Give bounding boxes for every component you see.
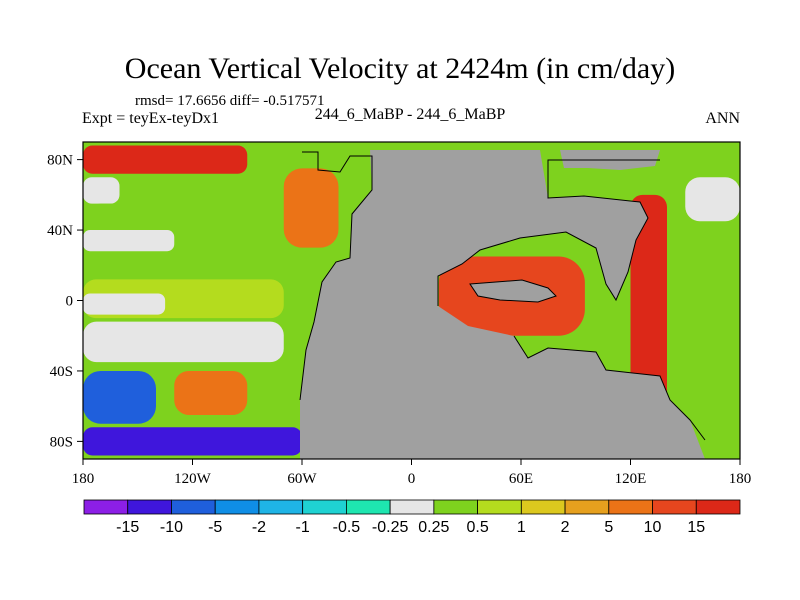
region-north-pacific-white-tongue	[83, 230, 175, 252]
colorbar-label: 15	[687, 519, 705, 536]
x-tick-label: 60W	[287, 471, 317, 487]
colorbar-label: 0.25	[418, 519, 449, 536]
coastline	[299, 151, 706, 441]
colorbar-label: 5	[604, 519, 613, 536]
colorbar-label: 1	[517, 519, 526, 536]
region-southern-ocean-band	[83, 427, 302, 456]
y-tick-label: 0	[66, 294, 74, 310]
axes: 180 120W 60W 0 60E 120E 180 80N 40N 0 40S 80S	[47, 153, 751, 487]
colorbar-label: 0.5	[466, 519, 488, 536]
region-east-boundary-red	[630, 194, 667, 407]
colorbar-label: -10	[160, 519, 183, 536]
colorbar-label: 2	[561, 519, 570, 536]
colorbar-swatch	[520, 499, 566, 515]
stats-label: rmsd= 17.6656 diff= -0.517571	[135, 93, 325, 109]
colorbar-swatch	[345, 499, 391, 515]
x-tick-label: 120W	[174, 471, 212, 487]
contour-regions	[83, 145, 740, 456]
colorbar-label: -1	[296, 519, 310, 536]
land-mass-west	[300, 150, 705, 459]
colorbar-swatch	[564, 499, 610, 515]
y-tick-label: 80N	[47, 153, 73, 169]
colorbar-swatch	[433, 499, 479, 515]
colorbar-swatch	[608, 499, 653, 515]
region-northeast-white	[685, 177, 740, 222]
y-tick-label: 40N	[47, 223, 73, 239]
x-tick-label: 180	[72, 471, 95, 487]
experiment-label: Expt = teyEx-teyDx1	[82, 110, 219, 127]
colorbar-label: -15	[116, 519, 139, 536]
colorbar-swatch	[83, 499, 129, 515]
map-plot-area	[83, 142, 740, 459]
region-south-pacific-white	[83, 321, 284, 363]
colorbar-swatch	[127, 499, 172, 515]
colorbar-label: -5	[208, 519, 222, 536]
x-tick-label: 120E	[615, 471, 647, 487]
region-south-pacific-blue-gyre	[83, 370, 156, 424]
colorbar-swatch	[652, 499, 697, 515]
region-equatorial-white-band	[83, 293, 166, 315]
colorbar: -15 -10 -5 -2 -1 -0.5 -0.25 0.25 0.5 1 2 5 10 15	[83, 499, 741, 536]
region-north-pacific-high-latitude-band	[83, 145, 248, 174]
colorbar-label: 10	[644, 519, 662, 536]
land-island	[470, 280, 556, 302]
region-north-pacific-upper-white	[83, 177, 120, 204]
colorbar-swatch	[389, 499, 435, 515]
case-label: 244_6_MaBP - 244_6_MaBP	[314, 106, 506, 123]
region-east-equatorial-green	[667, 247, 740, 354]
x-tick-label: 60E	[509, 471, 533, 487]
y-tick-label: 80S	[50, 434, 73, 450]
colorbar-swatch	[695, 499, 741, 515]
region-atlantic-boundary	[283, 168, 339, 248]
colorbar-label: -2	[252, 519, 266, 536]
y-tick-label: 40S	[50, 364, 73, 380]
colorbar-swatch	[477, 499, 522, 515]
colorbar-label: -0.5	[333, 519, 361, 536]
colorbar-swatch	[171, 499, 216, 515]
colorbar-swatch	[214, 499, 260, 515]
region-south-pacific-orange-gyre	[174, 370, 248, 415]
chart-title: Ocean Vertical Velocity at 2424m (in cm/…	[124, 52, 676, 85]
x-tick-label: 0	[408, 471, 416, 487]
season-label: ANN	[705, 110, 740, 127]
colorbar-swatch	[258, 499, 304, 515]
colorbar-swatch	[302, 499, 347, 515]
colorbar-label: -0.25	[372, 519, 409, 536]
x-tick-label: 180	[729, 471, 752, 487]
